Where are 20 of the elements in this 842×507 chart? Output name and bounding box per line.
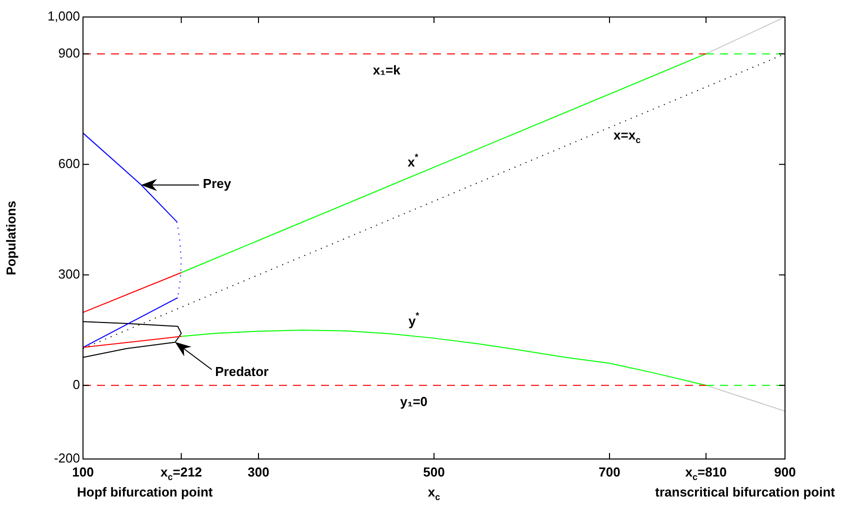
y-tick-label: 300 xyxy=(58,266,80,282)
y-axis-title: Populations xyxy=(3,200,18,276)
text: Hopf bifurcation point xyxy=(77,484,214,500)
y-tick-label: -200 xyxy=(54,450,80,466)
annotation: Predator xyxy=(215,364,269,379)
annotation: y* xyxy=(408,310,420,329)
annotation: x₁=k xyxy=(372,62,402,78)
x-tick-label: 100 xyxy=(72,464,94,480)
y-tick-label: 600 xyxy=(58,156,80,171)
x-tick-label: 300 xyxy=(248,464,270,480)
x-tick-label: 900 xyxy=(774,464,796,480)
x-tick-label: 500 xyxy=(423,464,445,480)
annotation: y₁=0 xyxy=(400,394,428,409)
annotation: Prey xyxy=(202,176,232,192)
y-tick-label: 900 xyxy=(58,45,80,60)
y-tick-label: 0 xyxy=(72,376,80,392)
annotation: x* xyxy=(408,152,419,170)
text: transcritical bifurcation point xyxy=(655,484,836,500)
x-tick-label: 700 xyxy=(598,464,620,480)
y-tick-label: 1,000 xyxy=(47,8,80,24)
